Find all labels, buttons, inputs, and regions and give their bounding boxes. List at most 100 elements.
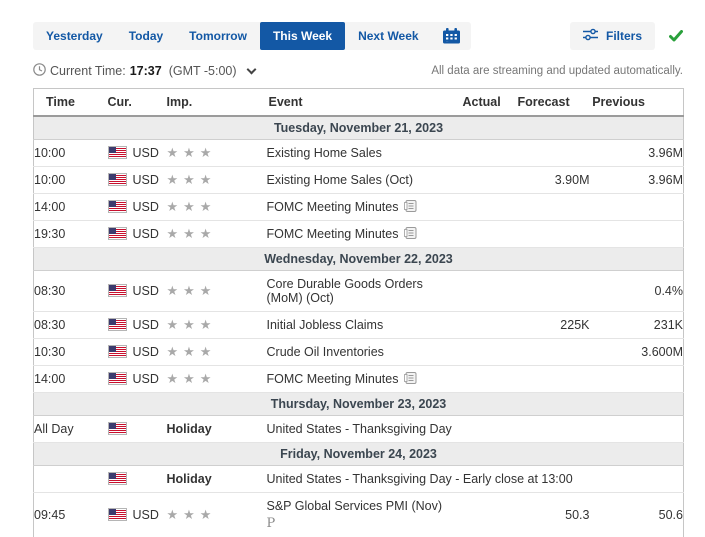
currency-code: USD bbox=[132, 318, 159, 332]
event-forecast bbox=[517, 270, 590, 312]
event-name[interactable]: United States - Thanksgiving Day bbox=[266, 415, 463, 443]
current-time-label: Current Time: bbox=[50, 64, 126, 78]
event-previous: 0.4% bbox=[589, 270, 684, 312]
currency-code: USD bbox=[132, 227, 159, 241]
event-name[interactable]: Core Durable Goods Orders (MoM) (Oct) bbox=[266, 270, 463, 312]
tab-next-week[interactable]: Next Week bbox=[345, 22, 431, 50]
currency-code: USD bbox=[132, 173, 159, 187]
event-previous bbox=[589, 465, 684, 493]
event-name[interactable]: S&P Global Services PMI (Nov) P bbox=[267, 493, 463, 537]
tab-yesterday[interactable]: Yesterday bbox=[33, 22, 116, 50]
day-header-label: Tuesday, November 21, 2023 bbox=[33, 115, 684, 140]
importance-stars-icon: ★★★ bbox=[166, 199, 217, 214]
col-header-actual: Actual bbox=[462, 88, 518, 117]
event-actual bbox=[463, 493, 518, 537]
report-document-icon bbox=[404, 227, 417, 239]
event-actual bbox=[462, 139, 518, 167]
event-title: United States - Thanksgiving Day - Early… bbox=[266, 472, 573, 486]
event-row[interactable]: 08:30 USD ★★★ Core bbox=[33, 270, 684, 312]
event-time: 10:30 bbox=[33, 338, 108, 366]
event-time: 08:30 bbox=[33, 311, 108, 339]
event-name[interactable]: United States - Thanksgiving Day - Early… bbox=[266, 465, 573, 493]
toolbar-right: Filters bbox=[569, 22, 683, 50]
green-check-icon bbox=[669, 30, 683, 42]
col-header-event: Event bbox=[266, 88, 463, 117]
event-importance: Holiday bbox=[166, 465, 267, 493]
event-importance: ★★★ bbox=[166, 166, 267, 194]
date-range-tabs: Yesterday Today Tomorrow This Week Next Week bbox=[33, 22, 471, 50]
event-actual bbox=[462, 166, 518, 194]
event-row[interactable]: 19:30 USD ★★★ FOMC bbox=[33, 220, 684, 248]
event-currency: USD bbox=[107, 193, 167, 221]
us-flag-icon bbox=[107, 345, 127, 358]
currency-code: USD bbox=[132, 146, 159, 160]
us-flag-icon bbox=[107, 284, 127, 297]
importance-stars-icon: ★★★ bbox=[166, 145, 217, 160]
event-currency: USD bbox=[107, 493, 167, 537]
us-flag-icon bbox=[107, 422, 127, 435]
current-time-value: 17:37 bbox=[129, 64, 162, 78]
currency-code: USD bbox=[132, 345, 159, 359]
event-name[interactable]: Crude Oil Inventories bbox=[266, 338, 463, 366]
us-flag-icon bbox=[107, 318, 127, 331]
importance-stars-icon: ★★★ bbox=[166, 317, 217, 332]
event-title: Crude Oil Inventories bbox=[266, 345, 384, 359]
day-header-label: Wednesday, November 22, 2023 bbox=[33, 247, 684, 271]
event-currency bbox=[107, 415, 167, 443]
us-flag-icon bbox=[107, 508, 127, 521]
event-name[interactable]: Initial Jobless Claims bbox=[266, 311, 463, 339]
event-time: 09:45 bbox=[34, 508, 66, 522]
date-picker-calendar-icon[interactable] bbox=[432, 22, 471, 50]
event-name[interactable]: Existing Home Sales bbox=[266, 139, 463, 167]
event-name[interactable]: FOMC Meeting Minutes bbox=[266, 193, 463, 221]
table-header-row: Time Cur. Imp. Event Actual Forecast Pre… bbox=[33, 88, 684, 117]
importance-stars-icon: ★★★ bbox=[166, 283, 217, 298]
tab-tomorrow[interactable]: Tomorrow bbox=[176, 22, 260, 50]
event-currency: USD bbox=[107, 338, 167, 366]
importance-stars-icon: ★★★ bbox=[166, 344, 217, 359]
event-previous: 3.96M bbox=[589, 166, 684, 194]
us-flag-icon bbox=[107, 200, 127, 213]
tab-today[interactable]: Today bbox=[116, 22, 176, 50]
importance-stars-icon: ★★★ bbox=[166, 507, 217, 522]
event-actual bbox=[462, 193, 518, 221]
chevron-down-icon[interactable] bbox=[246, 64, 256, 75]
tab-this-week[interactable]: This Week bbox=[259, 22, 346, 50]
event-currency bbox=[107, 465, 167, 493]
event-row[interactable]: Holiday United States - Thanksgiving Day… bbox=[33, 465, 684, 493]
event-forecast: 225K bbox=[517, 311, 590, 339]
economic-calendar-table: Time Cur. Imp. Event Actual Forecast Pre… bbox=[33, 88, 684, 537]
event-currency: USD bbox=[107, 270, 167, 312]
event-time bbox=[33, 465, 108, 493]
us-flag-icon bbox=[107, 372, 127, 385]
timezone-value: (GMT -5:00) bbox=[168, 64, 237, 78]
current-time[interactable]: Current Time: 17:37 (GMT -5:00) bbox=[33, 63, 256, 79]
event-title: FOMC Meeting Minutes bbox=[266, 227, 399, 241]
event-title: Existing Home Sales (Oct) bbox=[266, 173, 414, 187]
filters-button[interactable]: Filters bbox=[569, 22, 655, 50]
event-row[interactable]: All Day Holiday U bbox=[33, 415, 684, 443]
event-forecast bbox=[517, 465, 590, 493]
event-title: Initial Jobless Claims bbox=[266, 318, 384, 332]
event-time: 14:00 bbox=[33, 365, 108, 393]
event-title: S&P Global Services PMI (Nov) bbox=[266, 499, 443, 513]
event-forecast bbox=[517, 415, 590, 443]
event-forecast bbox=[517, 220, 590, 248]
event-row[interactable]: 10:00 USD ★★★ Exis bbox=[33, 139, 684, 167]
event-row[interactable]: 14:00 USD ★★★ FOMC bbox=[33, 365, 684, 393]
event-row[interactable]: 10:30 USD ★★★ Crud bbox=[33, 338, 684, 366]
currency-code: USD bbox=[132, 284, 159, 298]
event-row[interactable]: 14:00 USD ★★★ FOMC bbox=[33, 193, 684, 221]
event-previous: 3.600M bbox=[589, 338, 684, 366]
event-name[interactable]: Existing Home Sales (Oct) bbox=[266, 166, 463, 194]
event-title: FOMC Meeting Minutes bbox=[266, 200, 399, 214]
event-actual bbox=[462, 338, 518, 366]
event-row[interactable]: 10:00 USD ★★★ Exis bbox=[33, 166, 684, 194]
report-document-icon bbox=[404, 200, 417, 212]
event-row[interactable]: 08:30 USD ★★★ Init bbox=[33, 311, 684, 339]
report-document-icon bbox=[404, 372, 417, 384]
event-name[interactable]: FOMC Meeting Minutes bbox=[266, 365, 463, 393]
event-row[interactable]: 09:45 USD ★★★ S&P bbox=[34, 493, 684, 537]
currency-code: USD bbox=[132, 200, 159, 214]
event-name[interactable]: FOMC Meeting Minutes bbox=[266, 220, 463, 248]
